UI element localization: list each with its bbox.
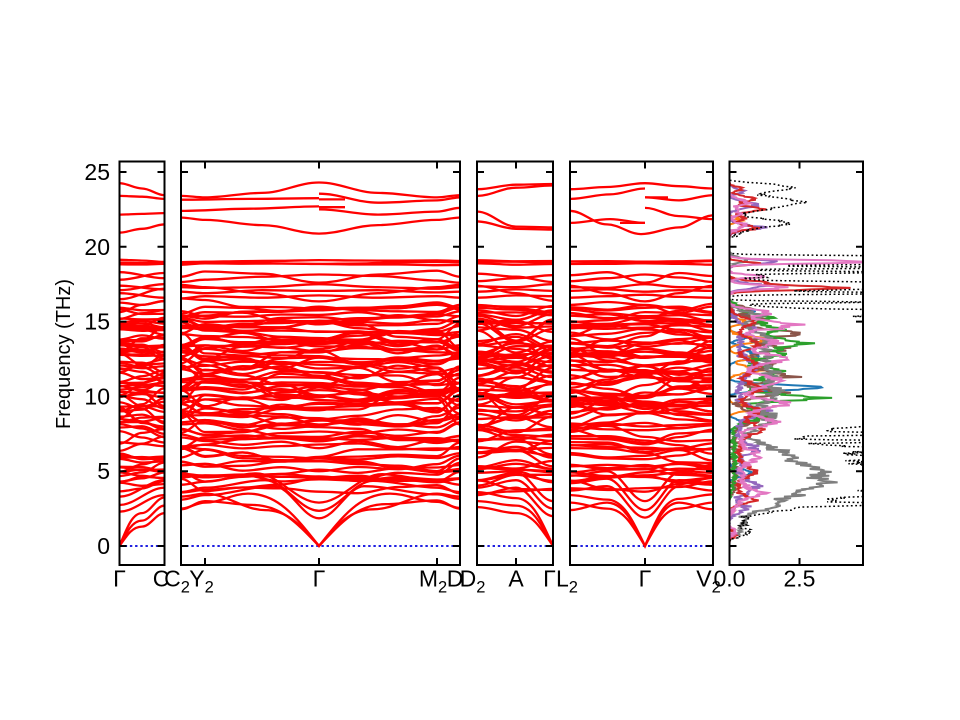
svg-text:Frequency (THz): Frequency (THz) <box>53 279 75 429</box>
svg-text:20: 20 <box>84 234 110 260</box>
svg-text:Γ: Γ <box>639 566 652 592</box>
svg-text:15: 15 <box>84 309 110 335</box>
svg-text:C: C <box>153 566 170 592</box>
svg-text:10: 10 <box>84 383 110 409</box>
svg-text:Γ: Γ <box>313 566 326 592</box>
svg-text:Γ: Γ <box>543 566 556 592</box>
svg-text:0: 0 <box>97 533 110 559</box>
svg-text:5: 5 <box>97 458 110 484</box>
svg-text:0.0: 0.0 <box>714 566 746 592</box>
svg-text:2.5: 2.5 <box>784 566 816 592</box>
svg-text:D: D <box>447 566 464 592</box>
svg-text:Γ: Γ <box>113 566 126 592</box>
svg-text:25: 25 <box>84 159 110 185</box>
svg-text:A: A <box>508 566 524 592</box>
